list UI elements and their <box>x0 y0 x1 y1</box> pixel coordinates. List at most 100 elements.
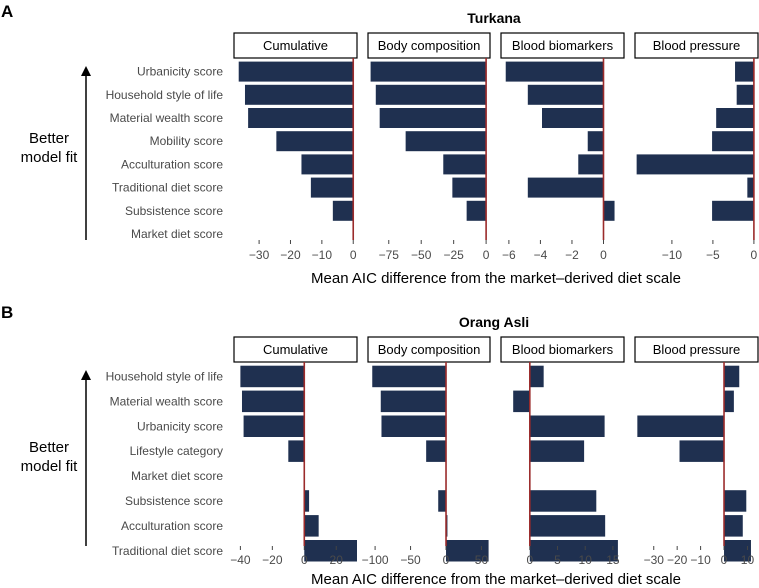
bar <box>513 390 530 413</box>
xtick-label: −30 <box>644 553 665 567</box>
bar <box>735 61 754 82</box>
xtick-label: −10 <box>312 248 333 262</box>
panel-b-side-label: Better model fit <box>21 370 91 546</box>
strip-a-0-label: Cumulative <box>263 38 328 53</box>
ytick-label: Traditional diet score <box>112 181 223 195</box>
panel-b-title: Orang Asli <box>459 314 529 330</box>
bar <box>712 200 754 221</box>
bar <box>241 390 305 413</box>
strip-b-0: Cumulative <box>233 336 358 363</box>
xtick-label: 50 <box>475 553 489 567</box>
bar <box>405 131 487 152</box>
ytick-label: Acculturation score <box>121 519 223 533</box>
bar <box>466 200 487 221</box>
panel-a-xticks: −30 −20 −10 0 −75 −50 −25 0 −6 −4 −2 0 −10 −5 0 <box>249 240 758 262</box>
strip-a-0: Cumulative <box>233 32 358 59</box>
side-label-b-line2: model fit <box>21 458 79 475</box>
xtick-label: 20 <box>330 553 344 567</box>
xtick-label: −20 <box>280 248 301 262</box>
bar <box>443 154 487 175</box>
xtick-label: −30 <box>249 248 270 262</box>
bar <box>529 490 597 512</box>
bar <box>438 490 447 512</box>
bar <box>505 61 604 82</box>
xtick-label: 15 <box>606 553 620 567</box>
xtick-label: −10 <box>690 553 711 567</box>
ytick-label: Subsistence score <box>125 204 223 218</box>
xtick-label: −5 <box>706 248 720 262</box>
xtick-label: −20 <box>667 553 688 567</box>
bar <box>452 177 487 198</box>
strip-b-1: Body composition <box>367 336 491 363</box>
bar <box>679 440 725 462</box>
side-label-a-line2: model fit <box>21 149 79 166</box>
bar <box>370 61 487 82</box>
xtick-label: 0 <box>721 553 728 567</box>
bar <box>724 515 743 537</box>
bar <box>243 415 305 437</box>
bar <box>276 131 354 152</box>
bar <box>381 415 447 437</box>
side-label-a-line1: Better <box>29 130 69 147</box>
bar <box>375 84 487 105</box>
ytick-label: Mobility score <box>150 134 224 148</box>
bar <box>736 84 754 105</box>
bar <box>372 365 447 388</box>
panel-a-title: Turkana <box>467 10 521 26</box>
bar <box>426 440 447 462</box>
strip-b-2: Blood biomarkers <box>500 336 625 363</box>
xtick-label: 5 <box>554 553 561 567</box>
panel-a-xlabel: Mean AIC difference from the market–deri… <box>311 270 681 287</box>
bar <box>587 131 604 152</box>
bar <box>542 108 604 128</box>
bar <box>446 540 489 562</box>
bar <box>310 177 354 198</box>
xtick-label: 0 <box>600 248 607 262</box>
xtick-label: −2 <box>565 248 579 262</box>
xtick-label: −20 <box>262 553 283 567</box>
ytick-label: Acculturation score <box>121 157 223 171</box>
bar <box>288 440 305 462</box>
bar <box>637 415 725 437</box>
strip-a-2: Blood biomarkers <box>500 32 625 59</box>
ytick-label: Subsistence score <box>125 494 223 508</box>
panel-b-xticks: −40 −20 0 20 −100 −50 0 50 0 5 10 15 −30 −20 −10 0 10 <box>230 546 754 567</box>
strip-b-1-label: Body composition <box>378 342 481 357</box>
panel-b-xlabel: Mean AIC difference from the market–deri… <box>311 571 681 588</box>
strip-a-3-label: Blood pressure <box>653 38 740 53</box>
arrow-head-a <box>81 66 91 76</box>
bar <box>716 108 754 128</box>
ytick-label: Household style of life <box>106 369 224 383</box>
xtick-label: 0 <box>350 248 357 262</box>
bar <box>724 365 740 388</box>
ytick-label: Market diet score <box>131 469 223 483</box>
ytick-label: Household style of life <box>106 88 224 102</box>
xtick-label: 10 <box>579 553 593 567</box>
bar <box>304 490 310 512</box>
strip-a-2-label: Blood biomarkers <box>512 38 614 53</box>
panel-b-label: B <box>1 303 13 322</box>
xtick-label: 0 <box>443 553 450 567</box>
strip-b-2-label: Blood biomarkers <box>512 342 614 357</box>
bar <box>379 108 487 128</box>
bar <box>529 440 585 462</box>
ytick-label: Urbanicity score <box>137 419 223 433</box>
xtick-label: −75 <box>379 248 400 262</box>
panel-b-strips: Cumulative Body composition Blood biomar… <box>233 336 759 363</box>
bar <box>529 540 618 562</box>
ytick-label: Material wealth score <box>110 111 224 125</box>
xtick-label: 0 <box>751 248 758 262</box>
bar <box>380 390 447 413</box>
xtick-label: 0 <box>301 553 308 567</box>
panel-a-strips: Cumulative Body composition Blood biomar… <box>233 32 759 59</box>
bar <box>529 365 544 388</box>
bar <box>529 415 605 437</box>
xtick-label: −4 <box>534 248 548 262</box>
ytick-label: Market diet score <box>131 227 223 241</box>
xtick-label: −50 <box>400 553 421 567</box>
strip-a-1-label: Body composition <box>378 38 481 53</box>
panel-a-yticks: Urbanicity score Household style of life M… <box>106 65 224 241</box>
bar <box>240 365 305 388</box>
panel-b-bars <box>240 362 751 562</box>
panel-b-yticks: Household style of life Material wealth s… <box>106 369 224 557</box>
